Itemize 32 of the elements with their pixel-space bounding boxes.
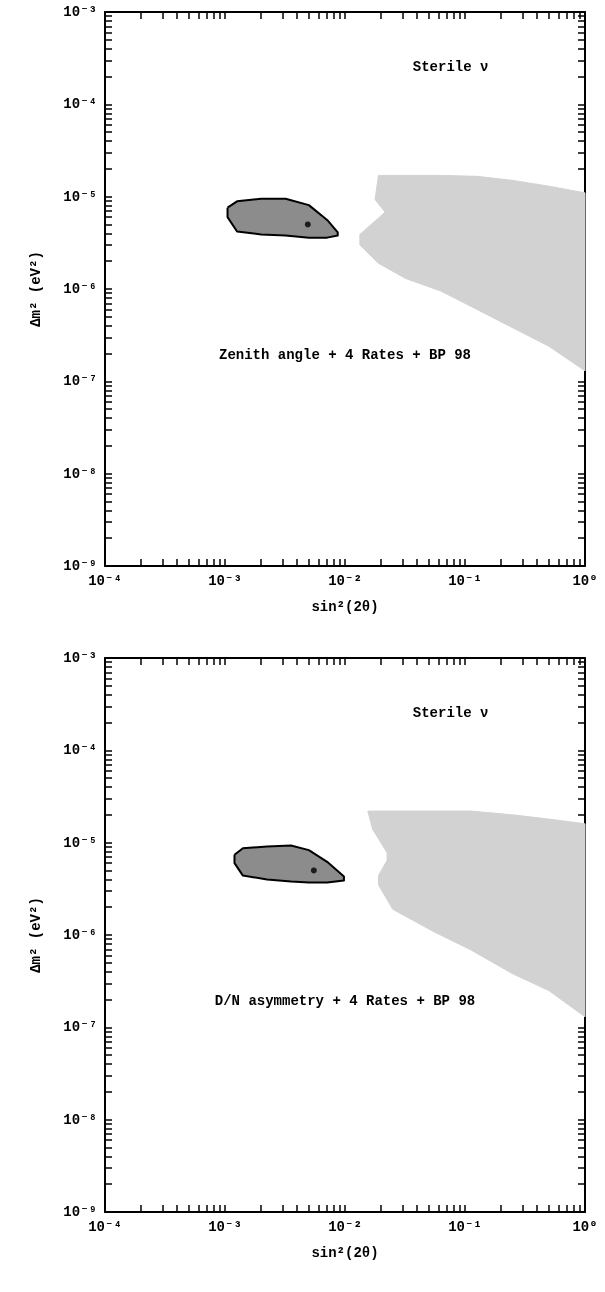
- y-tick-label: 10⁻⁹: [63, 558, 97, 574]
- x-tick-label: 10⁻³: [208, 573, 242, 589]
- x-tick-label: 10⁻³: [208, 1219, 242, 1235]
- x-axis-title: sin²(2θ): [311, 599, 379, 615]
- x-tick-label: 10⁻¹: [448, 573, 482, 589]
- x-axis-title: sin²(2θ): [311, 1245, 379, 1261]
- y-tick-label: 10⁻⁹: [63, 1204, 97, 1220]
- x-tick-label: 10⁰: [572, 573, 598, 589]
- y-tick-label: 10⁻⁴: [63, 96, 97, 113]
- x-tick-label: 10⁻¹: [448, 1219, 482, 1235]
- annotation: D/N asymmetry + 4 Rates + BP 98: [214, 993, 476, 1010]
- y-tick-label: 10⁻³: [63, 4, 97, 20]
- annotation: Zenith angle + 4 Rates + BP 98: [218, 347, 472, 364]
- y-tick-label: 10⁻⁷: [63, 1019, 97, 1036]
- x-tick-label: 10⁻⁴: [88, 1219, 122, 1235]
- y-tick-label: 10⁻⁸: [63, 465, 97, 482]
- y-tick-label: 10⁻⁷: [63, 373, 97, 390]
- x-tick-label: 10⁰: [572, 1219, 598, 1235]
- y-tick-label: 10⁻⁶: [63, 281, 97, 297]
- y-axis-title: Δm² (eV²): [28, 897, 44, 973]
- y-tick-label: 10⁻⁴: [63, 742, 97, 759]
- y-tick-label: 10⁻⁸: [63, 1111, 97, 1128]
- y-tick-label: 10⁻³: [63, 650, 97, 666]
- y-tick-label: 10⁻⁵: [63, 188, 97, 205]
- x-tick-label: 10⁻²: [328, 573, 362, 589]
- y-tick-label: 10⁻⁵: [63, 834, 97, 851]
- y-axis-title: Δm² (eV²): [28, 251, 44, 327]
- y-tick-label: 10⁻⁶: [63, 927, 97, 943]
- x-tick-label: 10⁻⁴: [88, 573, 122, 589]
- x-tick-label: 10⁻²: [328, 1219, 362, 1235]
- annotation: Sterile ν: [412, 59, 489, 76]
- annotation: Sterile ν: [412, 705, 489, 722]
